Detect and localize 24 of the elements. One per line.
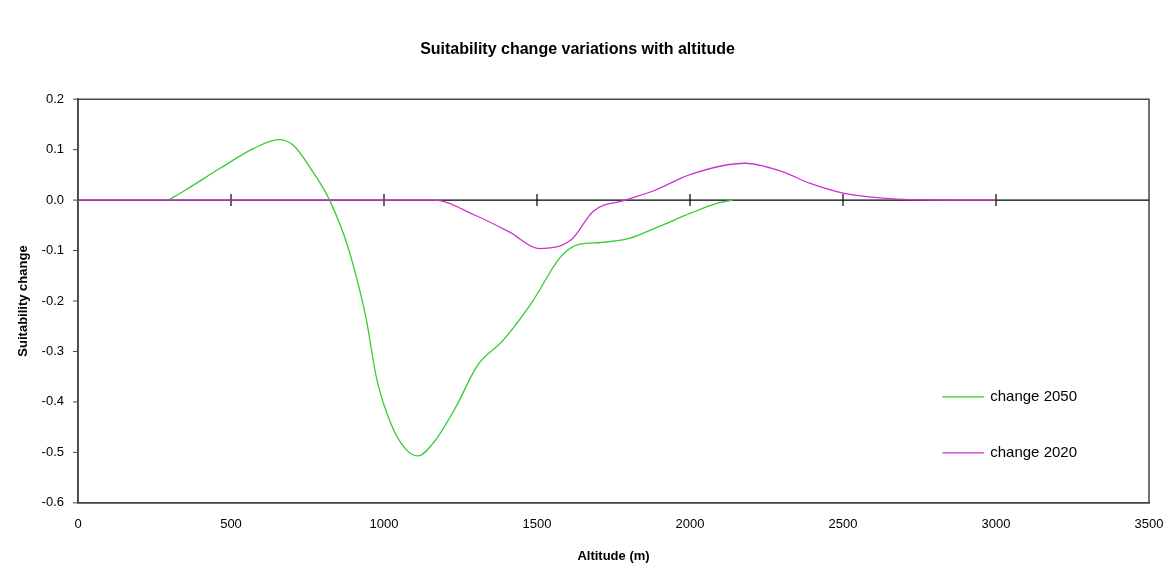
- legend-label: change 2020: [990, 442, 1077, 460]
- y-tick-label: 0.1: [45, 141, 64, 157]
- x-tick-label: 500: [220, 516, 242, 532]
- x-axis-title: Altitude (m): [577, 547, 650, 563]
- x-tick-label: 3000: [981, 516, 1011, 532]
- chart-title: Suitability change variations with altitude: [420, 40, 735, 58]
- y-tick-label: 0.2: [45, 90, 64, 106]
- y-tick-label: -0.3: [41, 343, 64, 359]
- x-tick-label: 2500: [828, 516, 858, 532]
- y-tick-label: 0.0: [45, 191, 64, 207]
- x-tick-label: 0: [74, 516, 82, 532]
- x-tick-label: 1000: [369, 516, 399, 532]
- x-tick-label: 3500: [1134, 516, 1164, 532]
- y-tick-label: -0.4: [41, 393, 64, 409]
- y-tick-label: -0.2: [41, 292, 64, 308]
- y-axis-title: Suitability change: [15, 245, 31, 357]
- y-tick-label: -0.5: [41, 443, 64, 459]
- legend-label: change 2050: [990, 386, 1077, 404]
- line-series: [167, 138, 734, 457]
- x-tick-label: 1500: [522, 516, 552, 532]
- y-tick-label: -0.1: [41, 242, 64, 258]
- y-tick-label: -0.6: [41, 494, 64, 510]
- line-series: [78, 162, 997, 250]
- x-tick-label: 2000: [675, 516, 705, 532]
